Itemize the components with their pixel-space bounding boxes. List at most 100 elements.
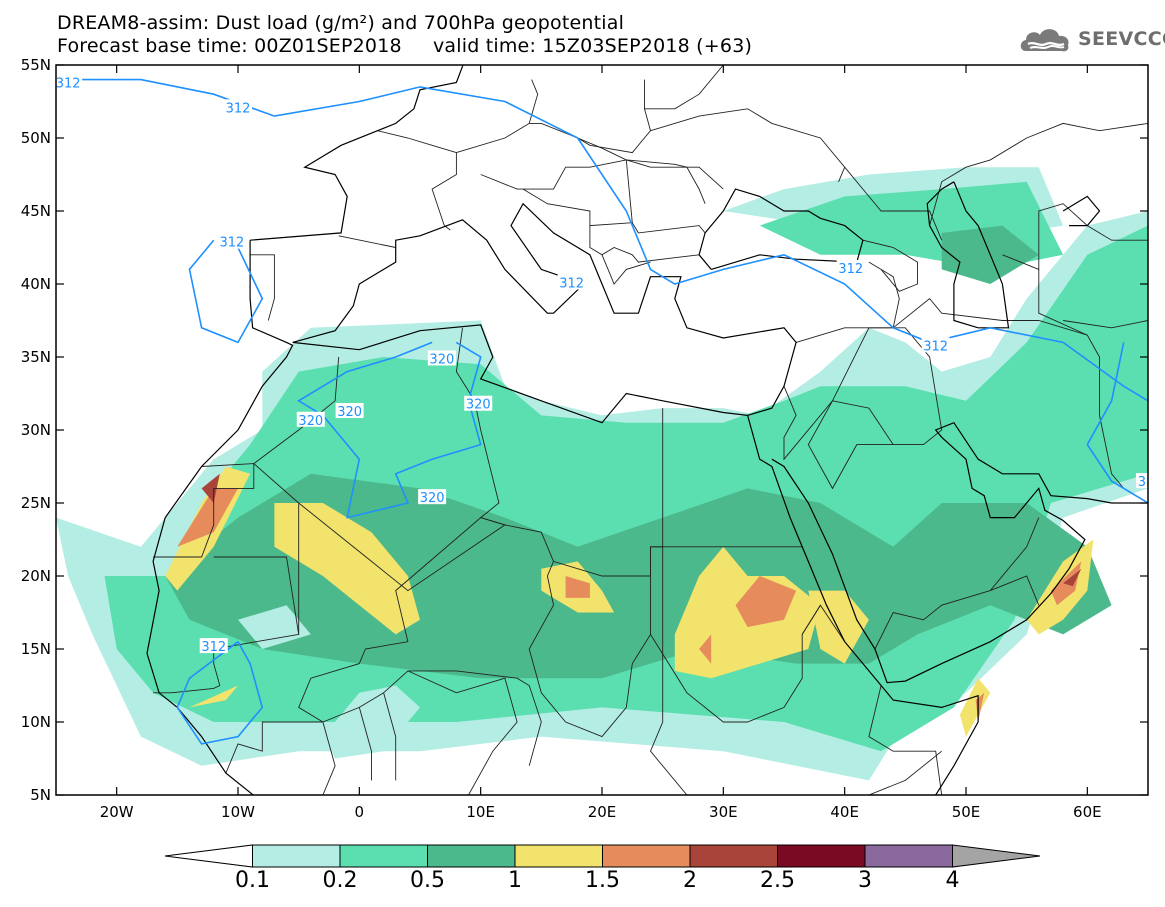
contour-label: 320 (337, 405, 362, 420)
lon-tick-label: 10E (466, 803, 495, 821)
dust-region-level-4 (189, 670, 251, 708)
geopotential-contour (56, 78, 1148, 402)
contour-label: 312 (838, 262, 863, 277)
country-border (456, 122, 724, 190)
dust-region-level-6 (201, 473, 220, 503)
geopotential-contour (176, 641, 264, 745)
contour-label: 312 (226, 101, 251, 116)
dust-region-level-5 (177, 488, 238, 547)
contour-label-bg (464, 395, 493, 411)
contour-label-bg (1135, 473, 1148, 489)
geopotential-contour (1086, 342, 1148, 504)
colorbar-label: 4 (945, 868, 960, 893)
contour-label: 3 (1138, 475, 1146, 490)
contour-label-bg (836, 259, 865, 275)
country-border (807, 400, 894, 490)
country-border (650, 604, 821, 723)
country-border (153, 556, 300, 694)
country-border (225, 721, 336, 795)
lat-tick-label: 5N (30, 786, 51, 804)
country-border (929, 122, 1148, 226)
geopotential-contour (188, 239, 264, 344)
contour-label: 320 (466, 398, 491, 413)
contour-label: 320 (429, 352, 454, 367)
contour-label: 312 (56, 77, 81, 92)
country-border (874, 575, 1040, 650)
dust-region-level-5 (735, 576, 797, 628)
contour-label-bg (296, 411, 325, 427)
dust-region-level-4 (274, 503, 420, 635)
lat-tick-label: 35N (21, 348, 51, 366)
country-border (601, 254, 651, 285)
contour-label-bg (921, 337, 950, 353)
coastline (771, 421, 1148, 684)
country-border (250, 254, 275, 321)
country-border (795, 261, 900, 343)
colorbar-label: 2 (683, 868, 697, 893)
contour-label-bg (217, 233, 246, 249)
lon-tick-label: 20W (100, 803, 134, 821)
country-border (383, 692, 397, 781)
lat-tick-label: 10N (21, 713, 51, 731)
lat-tick-label: 40N (21, 275, 51, 293)
seevccc-logo: SEEVCCC (1018, 24, 1165, 54)
cloud-logo-icon (1020, 29, 1069, 52)
country-border (577, 79, 651, 154)
logo-text: SEEVCCC (1078, 28, 1165, 50)
lon-tick-label: 30E (709, 803, 738, 821)
colorbar-label: 0.2 (322, 868, 358, 893)
country-border (892, 297, 1125, 489)
contour-label: 312 (201, 640, 226, 655)
country-border (867, 750, 942, 795)
coastline (926, 181, 1010, 329)
contour-label: 312 (923, 339, 948, 354)
lon-tick-label: 20E (588, 803, 617, 821)
lon-tick-label: 40E (830, 803, 859, 821)
lat-tick-label: 50N (21, 129, 51, 147)
lon-tick-label: 10W (221, 803, 255, 821)
country-border (989, 517, 1040, 591)
country-border (358, 707, 372, 781)
contour-label: 312 (220, 236, 245, 251)
colorbar-label: 2.5 (760, 868, 795, 893)
lat-tick-label: 55N (21, 56, 51, 74)
colorbar-label: 3 (858, 868, 872, 893)
country-border (1063, 320, 1148, 329)
dust-low-region (238, 605, 311, 649)
country-border (644, 65, 724, 110)
dust-load-map: 312 312 312 312 312 312 312 320 320 320 320 320 3 55… (21, 56, 1149, 821)
coastline (698, 188, 864, 270)
country-border (407, 670, 518, 795)
colorbar-label: 1.5 (585, 868, 620, 893)
coastline (747, 415, 979, 795)
country-border (801, 604, 846, 642)
dust-region-level-4 (808, 590, 869, 664)
colorbar-label: 0.1 (235, 868, 270, 893)
lat-tick-label: 25N (21, 494, 51, 512)
country-border (862, 239, 918, 292)
country-border (528, 79, 539, 124)
country-border (377, 130, 457, 231)
lon-tick-label: 0 (355, 803, 365, 821)
contour-label-bg (335, 403, 364, 419)
country-border (338, 235, 396, 248)
dust-region-level-4 (959, 678, 991, 737)
dust-region-level-6 (1063, 568, 1082, 587)
contour-label: 320 (420, 491, 445, 506)
contour-label-bg (56, 74, 83, 90)
country-border (528, 561, 651, 738)
dust-region-level-5 (565, 576, 590, 598)
lat-tick-label: 20N (21, 567, 51, 585)
lat-tick-label: 30N (21, 421, 51, 439)
lon-tick-label: 50E (952, 803, 981, 821)
lat-tick-label: 15N (21, 640, 51, 658)
contour-label-bg (557, 274, 586, 290)
colorbar-label: 0.5 (410, 868, 445, 893)
colorbar-label: 1 (508, 868, 522, 893)
coastline (292, 202, 797, 424)
country-border (844, 166, 943, 241)
country-border (649, 546, 688, 795)
contour-label-bg (199, 638, 228, 654)
title-line-2: Forecast base time: 00Z01SEP2018 valid t… (57, 35, 753, 57)
lat-tick-label: 45N (21, 202, 51, 220)
